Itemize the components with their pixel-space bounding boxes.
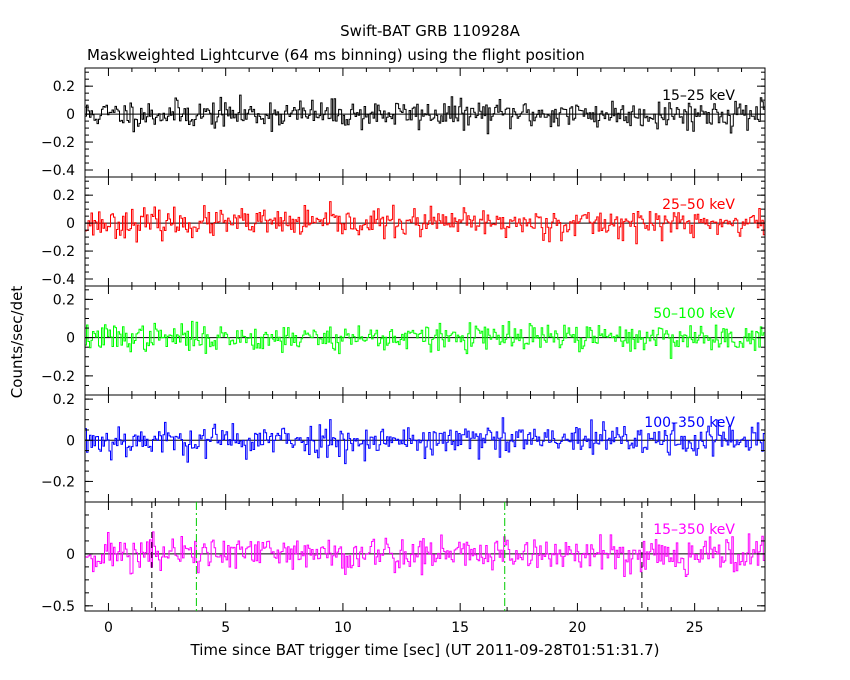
lightcurve-panel: 100–350 keV 0.2 0 −0.2 [41,392,766,503]
y-tick-label: −0.4 [41,272,75,288]
x-tick-label: 25 [686,620,704,636]
x-tick-label: 15 [451,620,469,636]
lightcurve-series [85,320,766,359]
band-label: 25–50 keV [662,197,735,213]
y-tick-label: −0.4 [41,163,75,179]
y-axis-label: Counts/sec/det [8,286,26,399]
panel-frame [84,67,766,178]
chart-title: Swift-BAT GRB 110928A [340,22,520,40]
y-tick-label: −0.5 [41,599,75,615]
y-tick-label: −0.2 [41,135,75,151]
x-tick-label: 10 [334,620,352,636]
y-tick-label: −0.2 [41,244,75,260]
y-tick-label: 0.2 [53,188,75,204]
y-tick-label: 0 [66,331,75,347]
chart-subtitle: Maskweighted Lightcurve (64 ms binning) … [87,46,585,64]
y-tick-label: 0.2 [53,392,75,408]
band-label: 100–350 keV [644,415,735,431]
lightcurve-panel: 15–25 keV 0.2 0 −0.2 −0.4 [41,67,766,179]
lightcurve-series [85,94,766,135]
y-tick-label: −0.2 [41,474,75,490]
x-tick-label: 5 [221,620,230,636]
lightcurve-panel: 15–350 keV 0 −0.5 [41,501,766,615]
plot-area: 15–25 keV 0.2 0 −0.2 −0.4 25–50 keV 0.2 0 −0.2 −0… [41,67,766,636]
y-tick-label: −0.2 [41,369,75,385]
lightcurve-panel: 50–100 keV 0.2 0 −0.2 [41,285,766,396]
x-axis-label: Time since BAT trigger time [sec] (UT 20… [190,641,660,659]
x-tick-label: 0 [104,620,113,636]
y-tick-label: 0 [66,547,75,563]
lightcurve-series [85,201,766,245]
y-tick-label: 0.2 [53,79,75,95]
lightcurve-series [85,417,766,465]
band-label: 15–350 keV [653,522,735,538]
x-tick-label: 20 [568,620,586,636]
y-tick-label: 0.2 [53,292,75,308]
y-tick-label: 0 [66,216,75,232]
lightcurve-series [85,531,766,577]
band-label: 15–25 keV [662,88,735,104]
band-label: 50–100 keV [653,306,735,322]
lightcurve-panel: 25–50 keV 0.2 0 −0.2 −0.4 [41,176,766,288]
y-tick-label: 0 [66,433,75,449]
y-tick-label: 0 [66,107,75,123]
panel-frame [84,501,766,612]
